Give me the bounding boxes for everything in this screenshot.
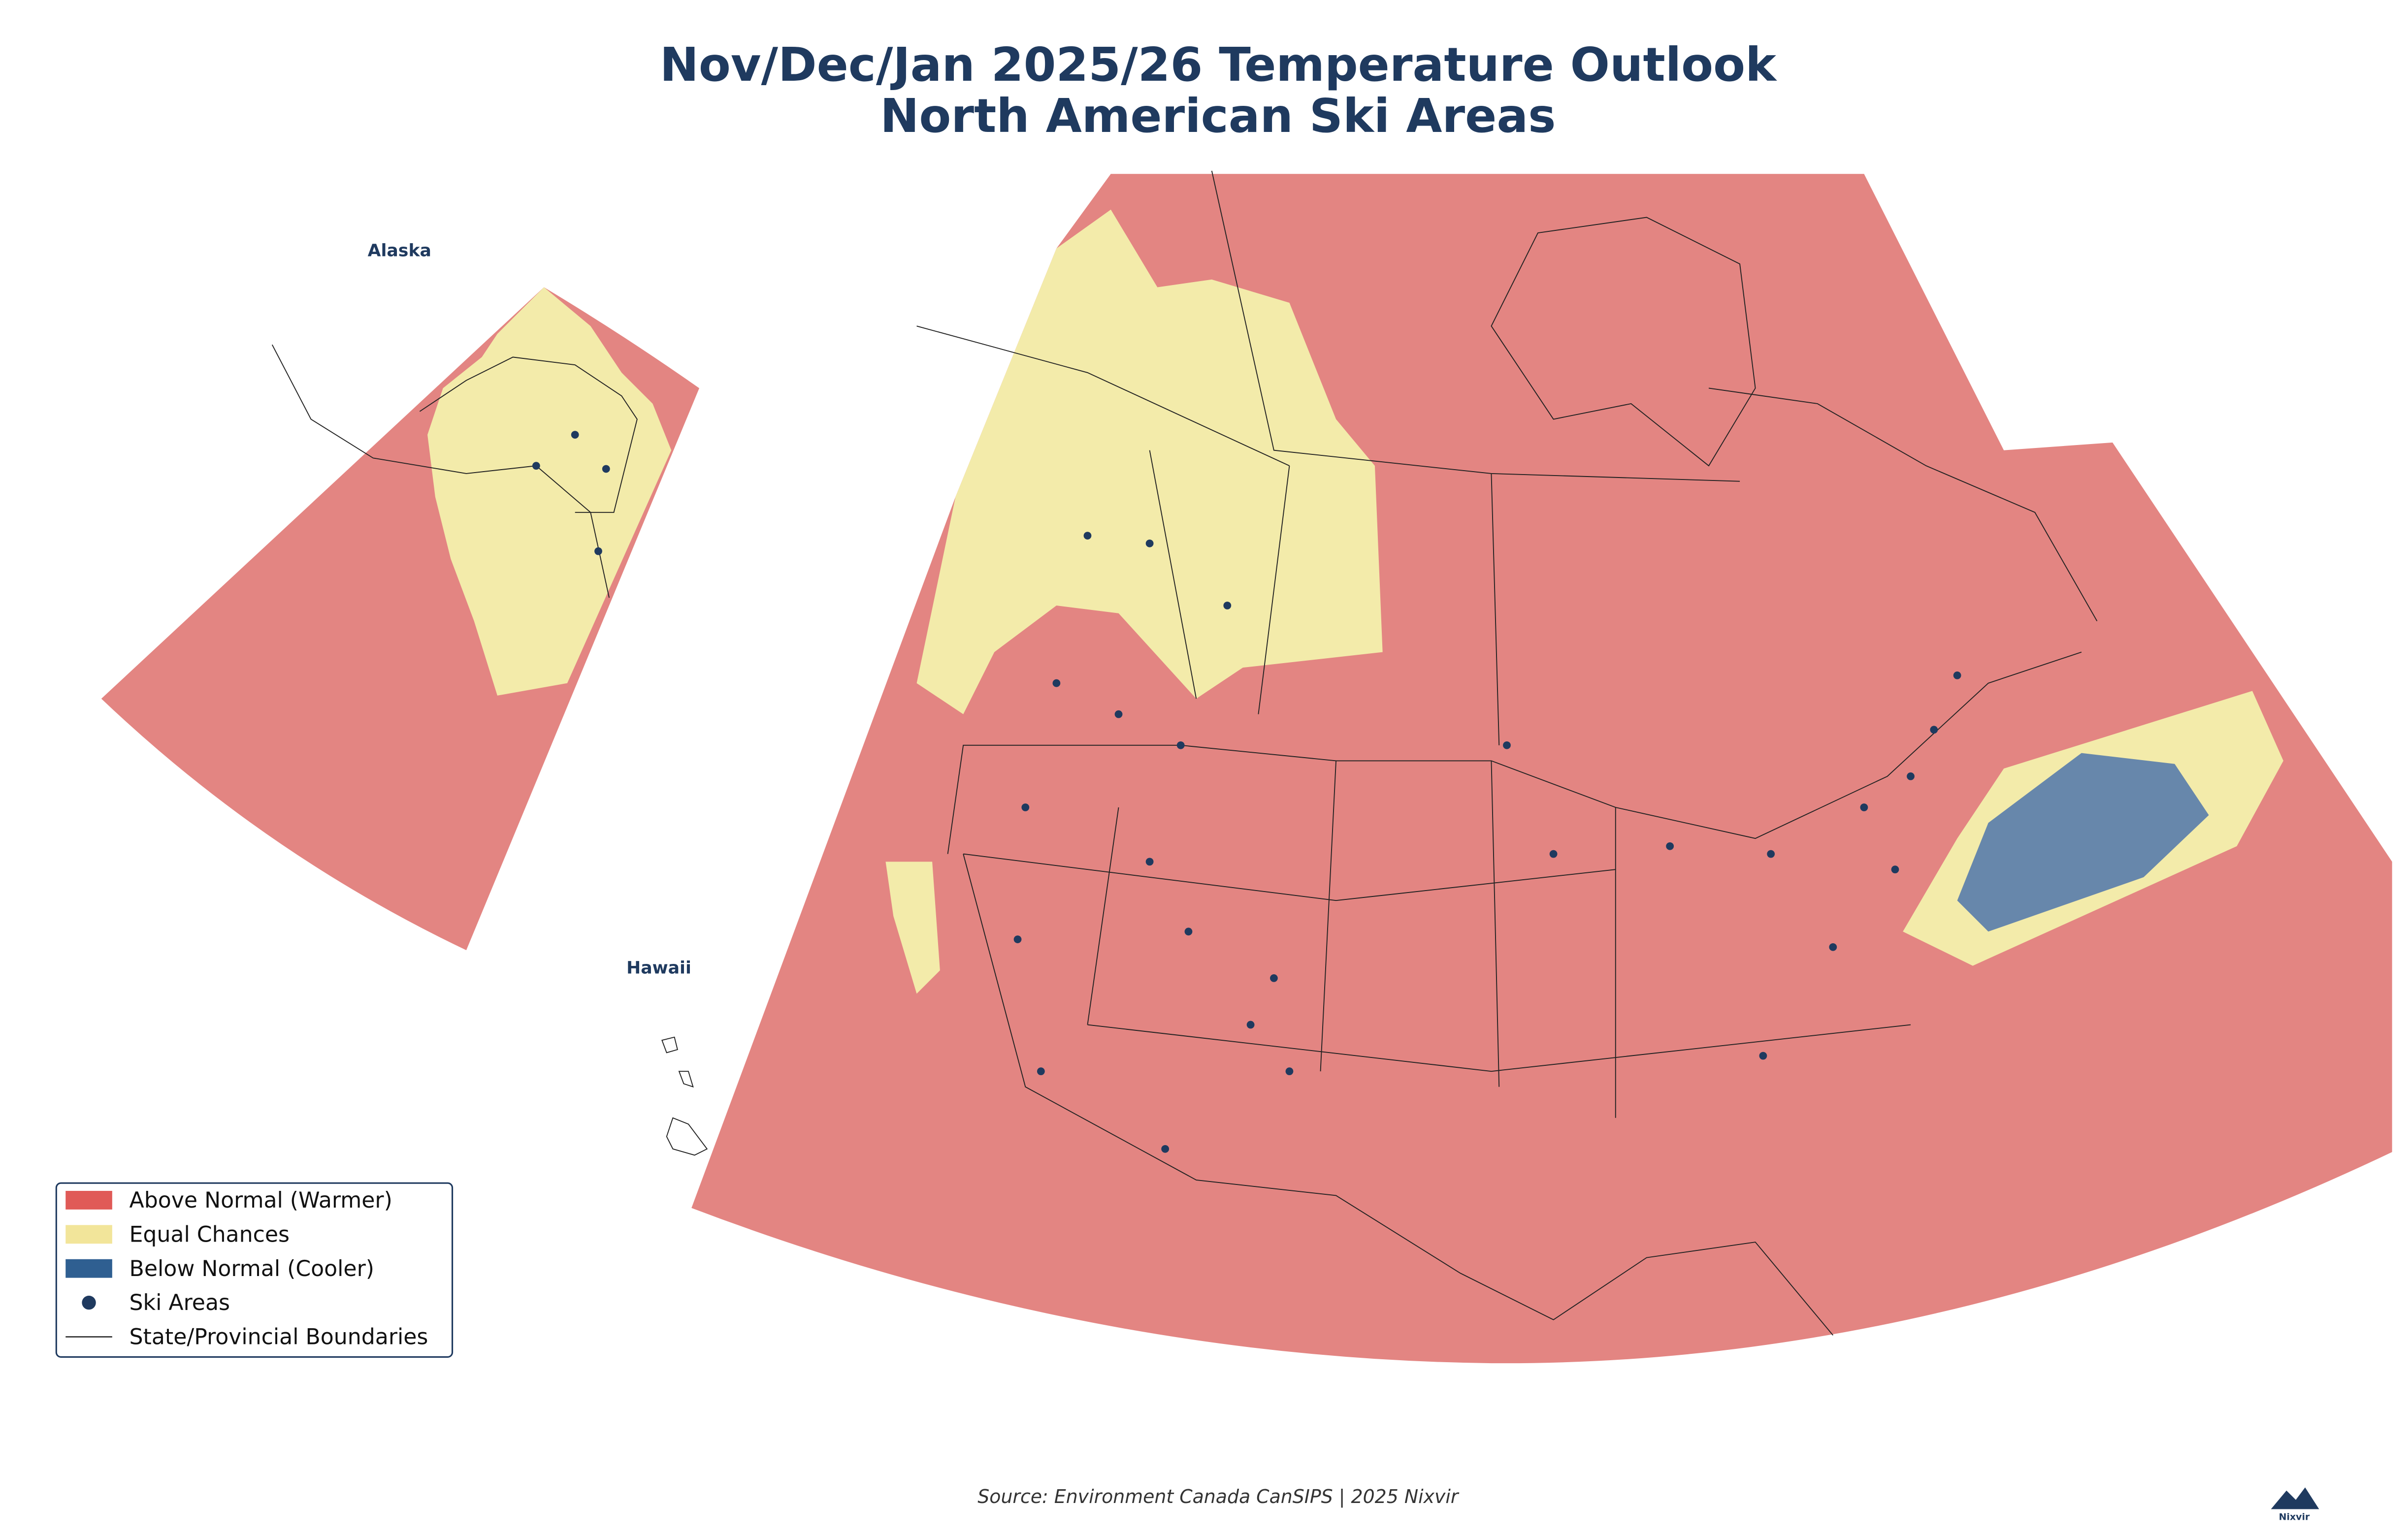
coastline	[271, 344, 638, 598]
ski-area	[1184, 927, 1193, 936]
ski-area	[1270, 974, 1278, 982]
legend-label: State/Provincial Boundaries	[130, 1325, 428, 1350]
hawaii-islands	[661, 1036, 708, 1156]
legend-label: Above Normal (Warmer)	[130, 1188, 392, 1213]
ski-area	[1052, 679, 1061, 687]
ski-area	[1860, 803, 1868, 811]
legend-box	[55, 1182, 454, 1358]
ski-area	[1891, 865, 1899, 874]
source: Source: Environment Canada CanSIPS | 202…	[977, 1486, 1460, 1508]
ski-area	[1953, 671, 1961, 679]
ski-area	[1021, 803, 1030, 811]
ski-area	[1176, 741, 1185, 749]
ski-area	[594, 547, 602, 555]
inset-label: Hawaii	[626, 958, 691, 978]
ski-area	[1930, 726, 1938, 734]
ski-area	[1503, 741, 1511, 749]
boundaries	[916, 170, 2082, 1336]
title-line: North American Ski Areas	[880, 89, 1556, 143]
logo-mark	[2271, 1487, 2319, 1509]
ski-areas	[532, 431, 1961, 1153]
inset-label: Alaska	[368, 241, 431, 260]
ski-area	[1246, 1021, 1255, 1029]
logo-text: Nixvir	[2279, 1512, 2310, 1523]
ski-area	[1037, 1067, 1045, 1076]
legend-label: Equal Chances	[130, 1222, 290, 1247]
ski-area	[1759, 1052, 1767, 1060]
legend-swatch	[65, 1191, 112, 1210]
ski-area	[1285, 1067, 1294, 1076]
legend-swatch	[65, 1225, 112, 1244]
equal-chances-region	[885, 862, 940, 994]
legend-swatch	[65, 1259, 112, 1278]
legend-label: Ski Areas	[130, 1290, 230, 1315]
equal-chances-region	[427, 287, 672, 696]
ski-area	[571, 431, 579, 439]
coastline	[1491, 217, 2098, 622]
ski-area	[1161, 1145, 1170, 1153]
ski-area	[1907, 772, 1915, 780]
legend-label: Below Normal (Cooler)	[130, 1256, 374, 1281]
ski-area	[602, 465, 610, 473]
ski-area	[1549, 850, 1558, 858]
equal-chances-region	[916, 209, 1383, 714]
ski-area	[1114, 710, 1123, 718]
ski-area	[1013, 935, 1022, 943]
ski-area	[1145, 858, 1154, 866]
ski-area	[1767, 850, 1775, 858]
below-normal-region	[1957, 753, 2209, 932]
ski-area	[1223, 602, 1232, 609]
ski-area	[1145, 539, 1154, 547]
legend-swatch	[82, 1295, 96, 1310]
ski-area	[1666, 842, 1674, 850]
title-line: Nov/Dec/Jan 2025/26 Temperature Outlook	[660, 38, 1777, 92]
ski-area	[1829, 943, 1837, 951]
ski-area	[532, 462, 540, 470]
ski-area	[1083, 532, 1092, 540]
